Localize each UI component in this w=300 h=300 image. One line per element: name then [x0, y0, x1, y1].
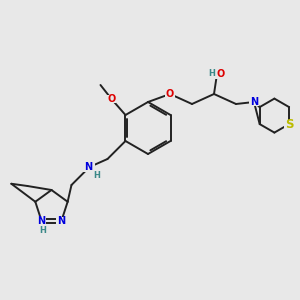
Text: H: H: [208, 70, 215, 79]
Text: H: H: [39, 226, 46, 235]
Bar: [83, 163, 95, 172]
Bar: [208, 70, 226, 79]
Text: N: N: [250, 97, 258, 107]
Text: N: N: [84, 162, 92, 172]
Text: H: H: [93, 170, 100, 179]
Bar: [165, 90, 175, 98]
Bar: [37, 217, 46, 225]
Bar: [249, 98, 259, 106]
Text: N: N: [57, 216, 65, 226]
Bar: [106, 95, 116, 103]
Text: S: S: [285, 118, 293, 130]
Text: O: O: [107, 94, 116, 104]
Text: O: O: [166, 89, 174, 99]
Bar: [284, 120, 294, 129]
Text: N: N: [38, 216, 46, 226]
Bar: [56, 217, 67, 225]
Text: O: O: [217, 69, 225, 79]
